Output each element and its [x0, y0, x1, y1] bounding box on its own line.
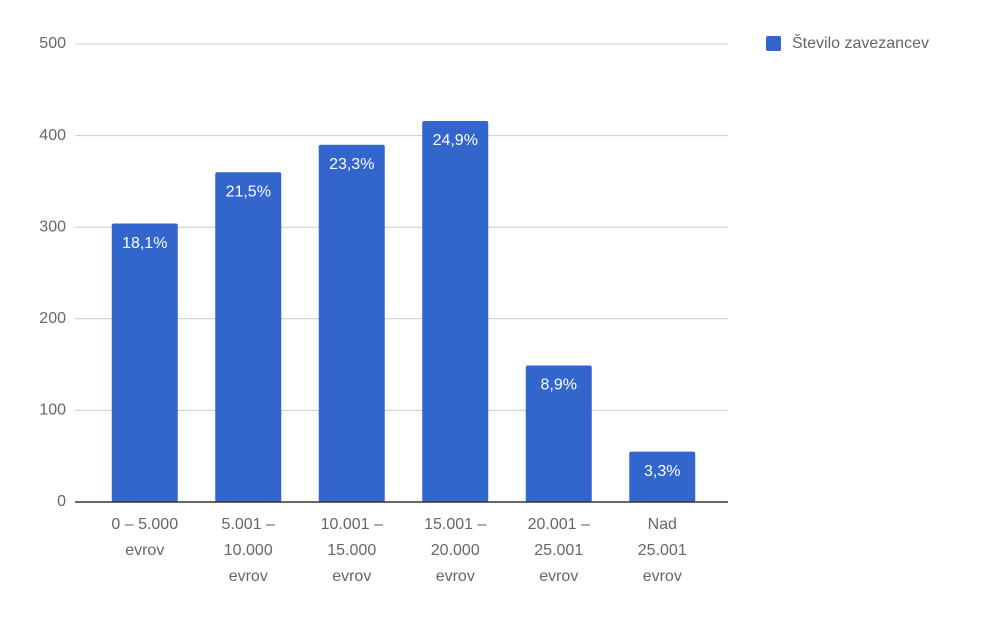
x-tick-label: 0 – 5.000: [111, 516, 178, 533]
y-tick-label: 300: [39, 218, 66, 235]
x-tick-label: 10.000: [224, 542, 273, 559]
y-tick-label: 400: [39, 127, 66, 144]
bar: [215, 172, 282, 503]
x-tick-label: evrov: [436, 568, 475, 585]
x-tick-label: evrov: [643, 568, 682, 585]
x-tick-label: 20.001 –: [528, 516, 590, 533]
data-label: 18,1%: [122, 235, 167, 252]
x-tick-label: evrov: [332, 568, 371, 585]
y-tick-label: 500: [39, 35, 66, 52]
x-tick-label: 15.001 –: [424, 516, 486, 533]
legend-label: Število zavezancev: [792, 33, 929, 52]
bar: [525, 365, 592, 502]
y-tick-label: 200: [39, 310, 66, 327]
x-tick-label: 5.001 –: [222, 516, 275, 533]
y-tick-label: 100: [39, 402, 66, 419]
data-label: 23,3%: [329, 156, 374, 173]
y-tick-label: 0: [57, 493, 66, 510]
bar: [111, 223, 178, 502]
data-label: 8,9%: [541, 377, 577, 394]
x-tick-label: 25.001: [638, 542, 687, 559]
x-tick-label: evrov: [539, 568, 578, 585]
legend-swatch: [766, 36, 781, 51]
data-label: 21,5%: [226, 183, 271, 200]
bar: [318, 144, 385, 502]
x-tick-label: 15.000: [327, 542, 376, 559]
x-tick-label: 25.001: [534, 542, 583, 559]
x-tick-label: 20.000: [431, 542, 480, 559]
bar: [629, 451, 696, 502]
data-label: 3,3%: [644, 463, 680, 480]
x-tick-label: Nad: [648, 516, 677, 533]
x-tick-label: evrov: [229, 568, 268, 585]
bar: [422, 120, 489, 502]
data-label: 24,9%: [433, 132, 478, 149]
x-tick-label: evrov: [125, 542, 164, 559]
x-tick-label: 10.001 –: [321, 516, 383, 533]
